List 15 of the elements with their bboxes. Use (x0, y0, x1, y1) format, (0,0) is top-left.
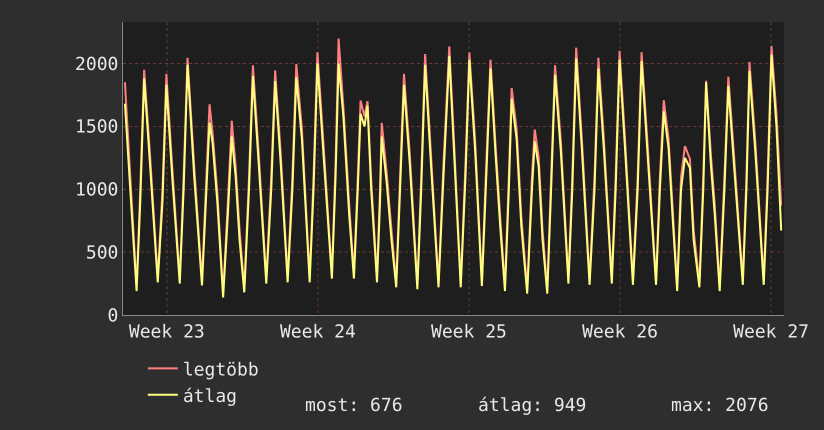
legend-label: átlag (182, 386, 238, 407)
text: most: 676 (305, 395, 403, 416)
x-tick-label: Week 23 (128, 322, 205, 343)
x-tick-label: Week 27 (733, 322, 809, 343)
y-tick-label: 500 (86, 242, 118, 264)
y-tick-label: 0 (108, 305, 118, 326)
y-tick-label: 1000 (75, 180, 118, 201)
y-tick-label: 1500 (75, 116, 118, 138)
x-tick-label: Week 25 (431, 322, 507, 343)
text: max: 2076 (671, 395, 769, 416)
y-tick-label: 2000 (75, 54, 118, 75)
legend-label: legtöbb (182, 359, 259, 380)
x-tick-label: Week 24 (280, 322, 356, 343)
x-tick-label: Week 26 (582, 322, 658, 343)
text: átlag: 949 (478, 395, 586, 416)
